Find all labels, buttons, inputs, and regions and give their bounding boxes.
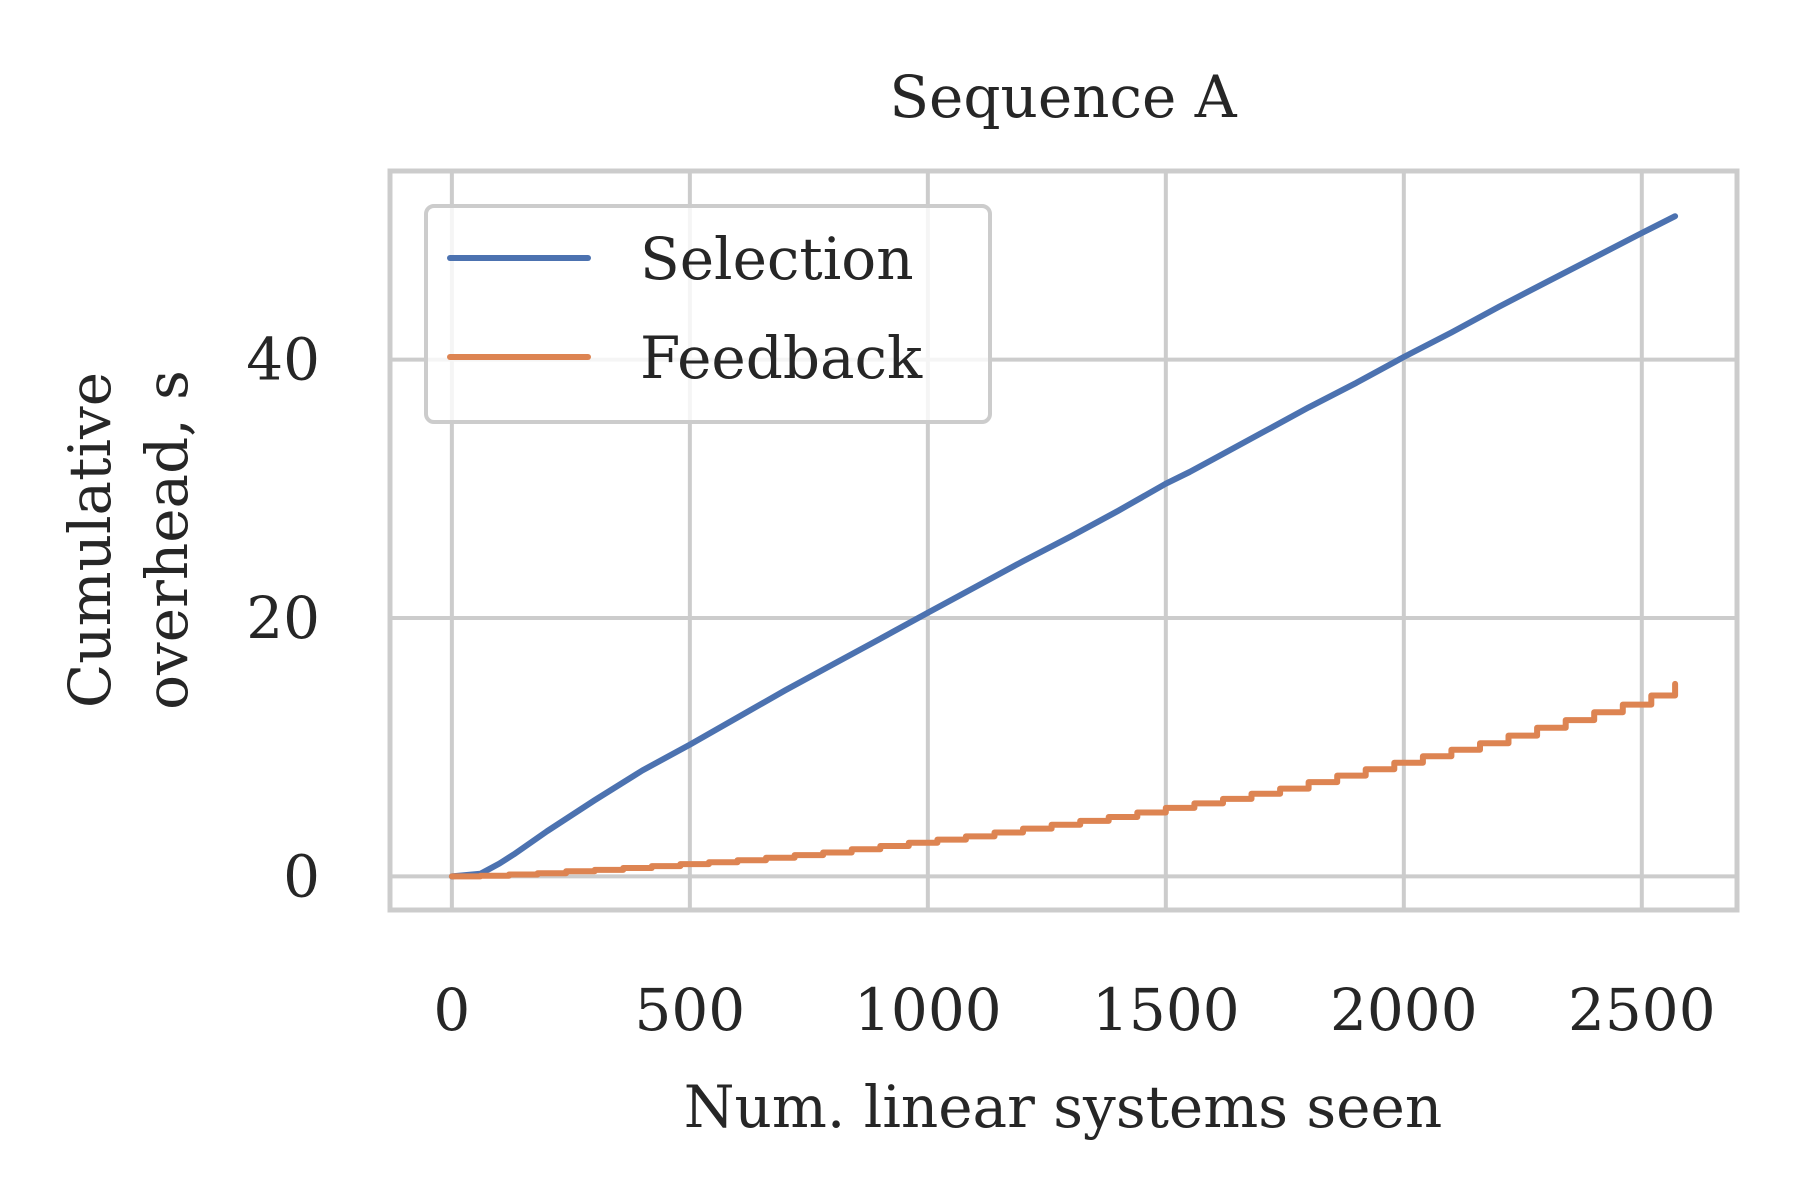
legend-label-selection: Selection [640, 225, 914, 293]
y-tick-label: 0 [283, 842, 320, 910]
x-tick-label: 1000 [854, 976, 1002, 1044]
x-axis-label: Num. linear systems seen [684, 1073, 1442, 1141]
series-lines [448, 213, 1679, 880]
x-tick-label: 2000 [1330, 976, 1478, 1044]
x-tick-label: 1500 [1092, 976, 1240, 1044]
y-tick-label: 20 [246, 584, 320, 652]
x-tick-label: 500 [635, 976, 746, 1044]
x-tick-label: 0 [433, 976, 470, 1044]
plot-frame [387, 168, 1740, 913]
x-tick-label: 2500 [1568, 976, 1716, 1044]
y-axis-label-line-1: Cumulative [56, 372, 124, 708]
series-line-feedback [448, 680, 1679, 880]
y-axis-label: Cumulative overhead, s [56, 370, 201, 710]
legend-label-feedback: Feedback [640, 324, 923, 392]
y-tick-label: 40 [246, 326, 320, 394]
tick-labels: 0 500 1000 1500 2000 2500 0 20 40 [246, 326, 1715, 1044]
legend: Selection Feedback [424, 204, 992, 424]
chart-title: Sequence A [889, 63, 1237, 131]
y-axis-label-line-2: overhead, s [133, 370, 201, 710]
series-line-selection [448, 213, 1679, 880]
